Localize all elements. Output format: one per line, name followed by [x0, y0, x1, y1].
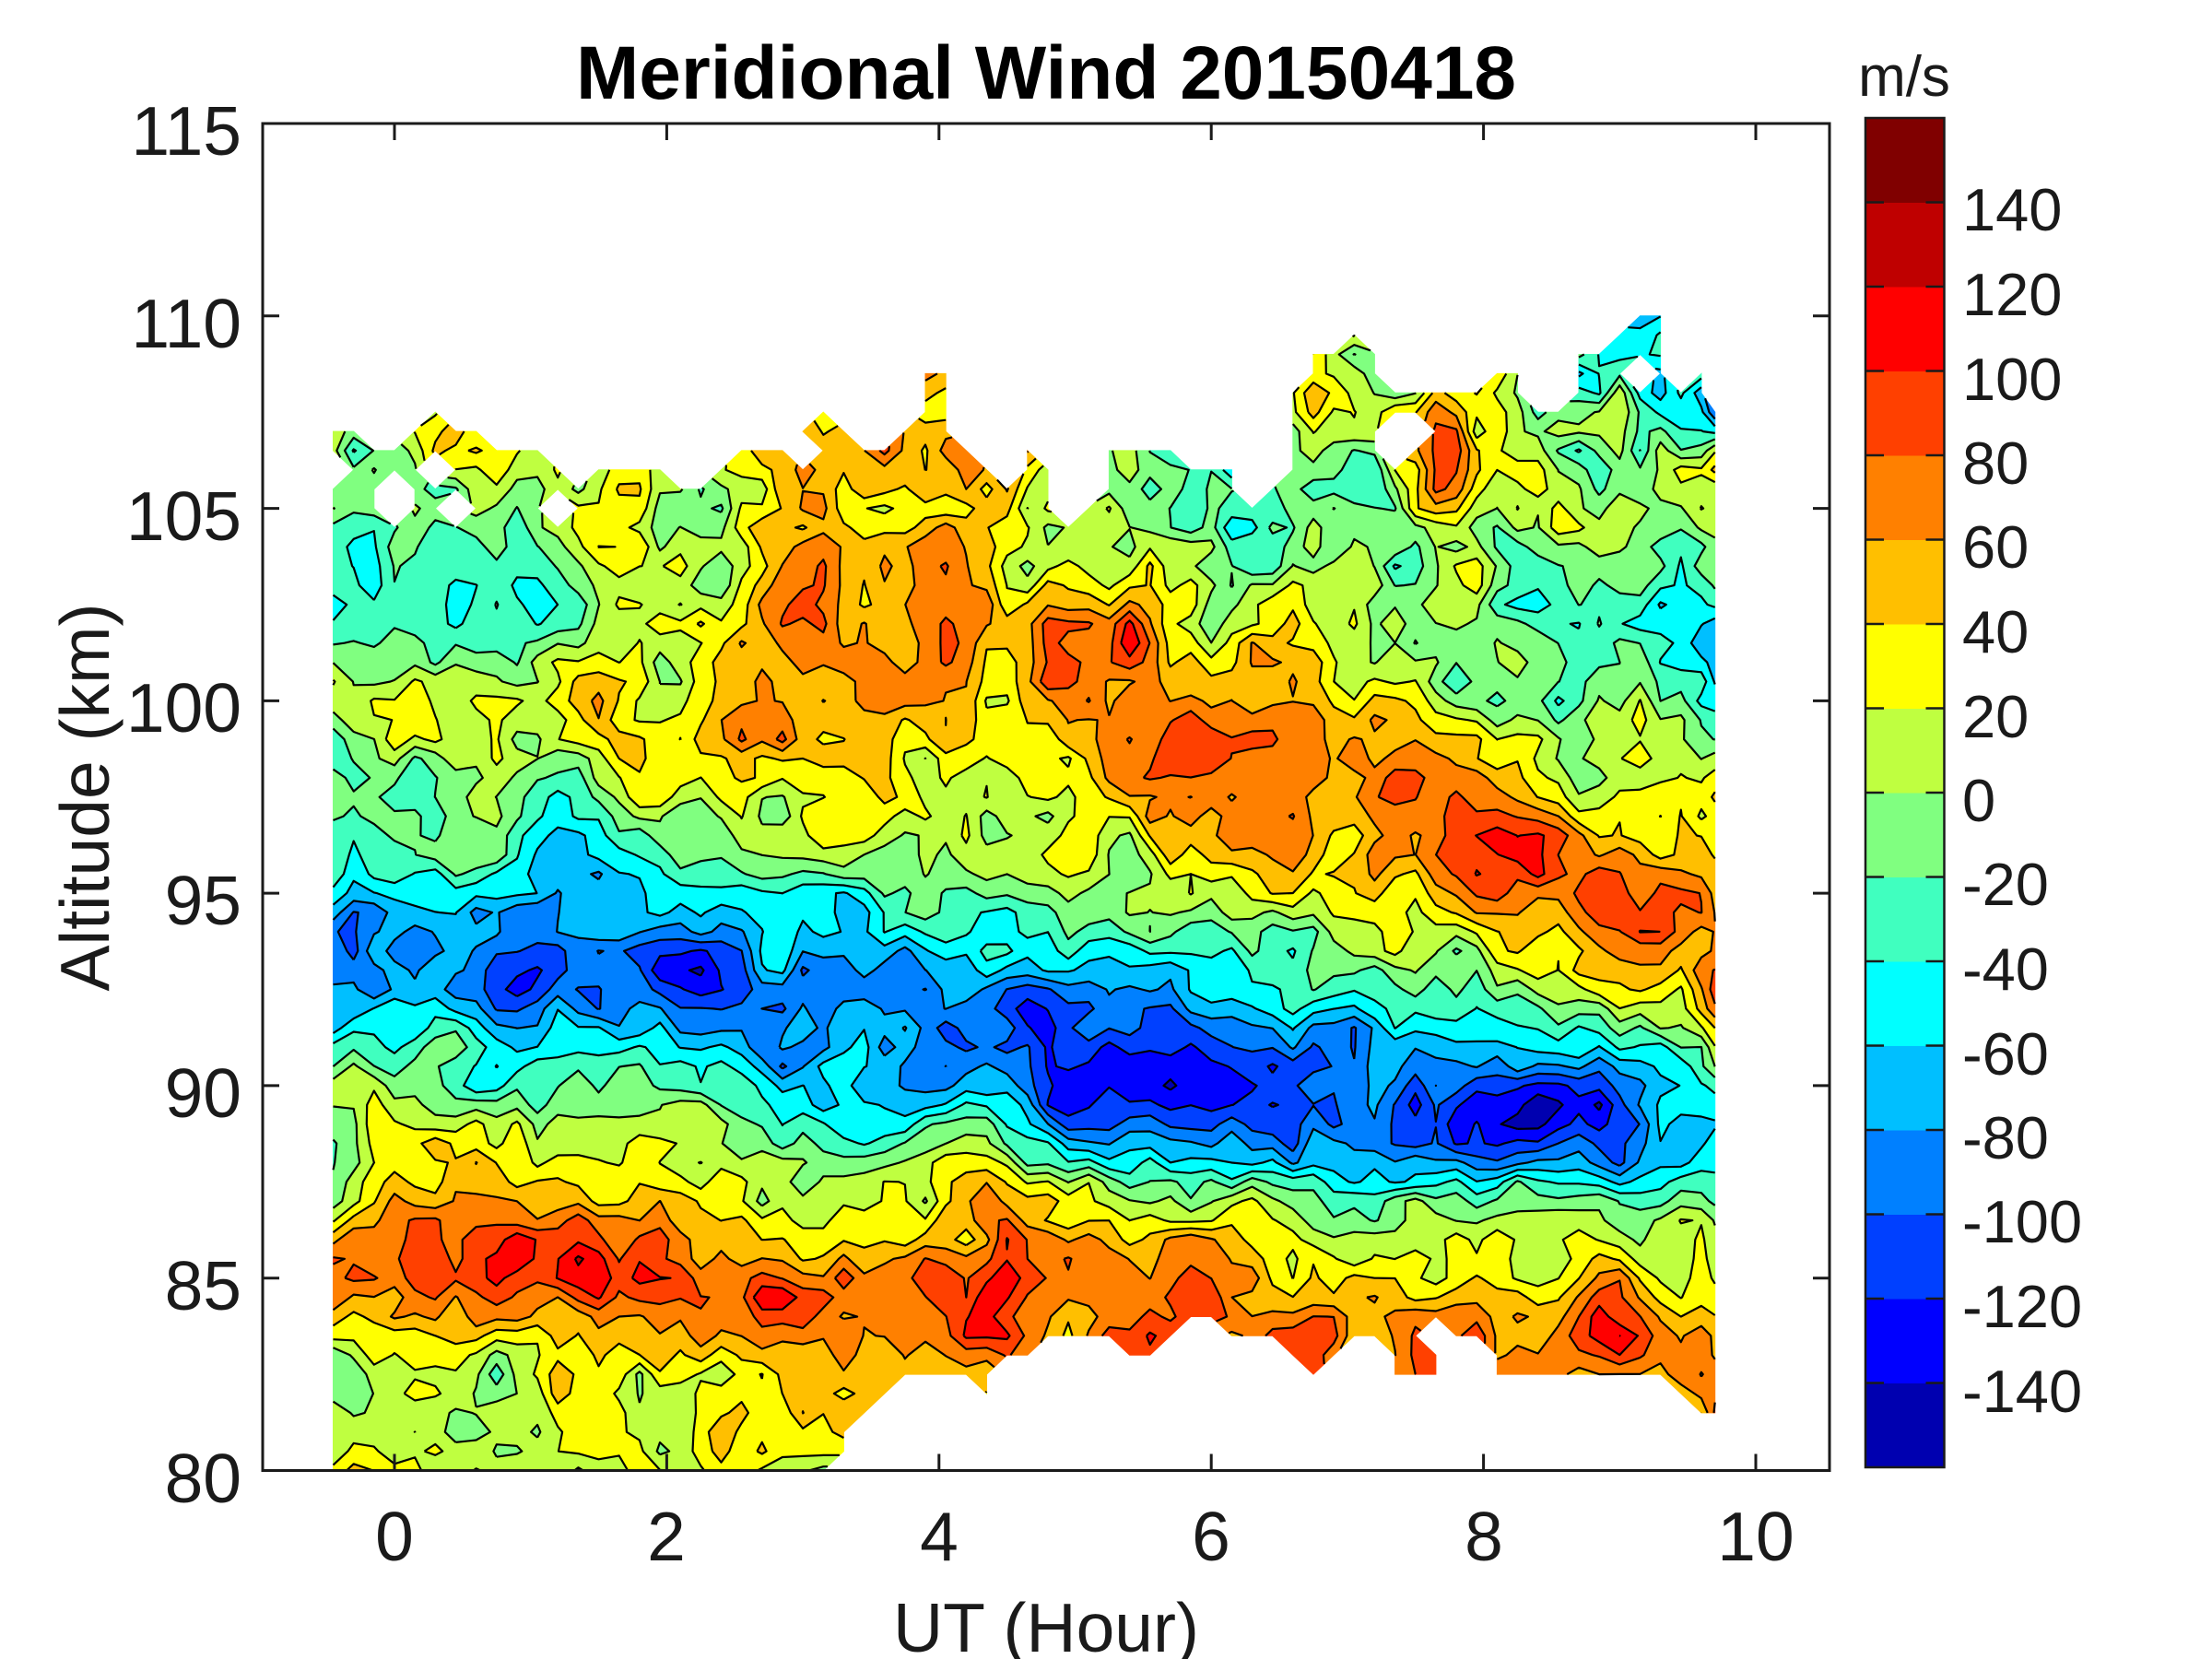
svg-text:80: 80	[165, 1440, 241, 1517]
svg-text:40: 40	[1962, 598, 2029, 665]
svg-text:UT (Hour): UT (Hour)	[893, 1589, 1199, 1659]
svg-text:90: 90	[165, 1054, 241, 1132]
svg-text:100: 100	[126, 669, 241, 747]
svg-text:140: 140	[1962, 176, 2062, 243]
svg-text:-140: -140	[1962, 1358, 2082, 1425]
svg-text:95: 95	[165, 862, 241, 939]
svg-text:-40: -40	[1962, 935, 2049, 1003]
svg-text:-100: -100	[1962, 1188, 2082, 1255]
svg-text:20: 20	[1962, 683, 2029, 750]
svg-text:0: 0	[375, 1498, 414, 1575]
svg-text:Altitude (km): Altitude (km)	[46, 604, 124, 992]
svg-text:-80: -80	[1962, 1104, 2049, 1171]
svg-text:0: 0	[1962, 767, 1995, 834]
svg-text:10: 10	[1717, 1498, 1794, 1575]
svg-text:-20: -20	[1962, 851, 2049, 918]
svg-text:105: 105	[126, 477, 241, 555]
svg-text:6: 6	[1192, 1498, 1230, 1575]
svg-text:-120: -120	[1962, 1273, 2082, 1340]
svg-text:Meridional Wind 20150418: Meridional Wind 20150418	[576, 31, 1516, 115]
svg-text:4: 4	[920, 1498, 959, 1575]
svg-text:120: 120	[1962, 261, 2062, 328]
svg-text:m/s: m/s	[1858, 45, 1950, 109]
svg-text:60: 60	[1962, 513, 2029, 581]
svg-text:85: 85	[165, 1247, 241, 1324]
svg-text:8: 8	[1465, 1498, 1503, 1575]
svg-text:2: 2	[647, 1498, 686, 1575]
svg-text:80: 80	[1962, 429, 2029, 497]
svg-text:110: 110	[131, 285, 241, 362]
svg-text:100: 100	[1962, 346, 2062, 413]
svg-text:-60: -60	[1962, 1020, 2049, 1088]
svg-text:115: 115	[131, 92, 241, 170]
